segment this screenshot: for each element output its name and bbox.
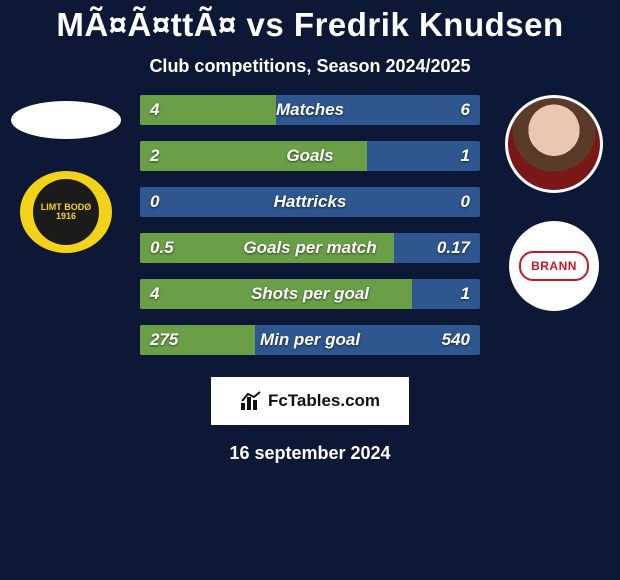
left-player-column: LIMT BODØ 1916: [6, 95, 126, 253]
stat-row: 2Goals1: [140, 141, 480, 171]
page-title: MÃ¤Ã¤ttÃ¤ vs Fredrik Knudsen: [0, 0, 620, 44]
source-badge-text: FcTables.com: [268, 391, 380, 411]
stat-right-value: 540: [442, 325, 470, 355]
stat-right-value: 6: [461, 95, 470, 125]
stat-row: 4Matches6: [140, 95, 480, 125]
left-club-badge: LIMT BODØ 1916: [20, 171, 112, 253]
stat-row: 4Shots per goal1: [140, 279, 480, 309]
comparison-bars: 4Matches6 2Goals1 0Hattricks0 0.5Goals per …: [140, 95, 480, 371]
stat-right-value: 1: [461, 279, 470, 309]
stat-label: Hattricks: [140, 187, 480, 217]
stat-right-value: 0: [461, 187, 470, 217]
stat-label: Min per goal: [140, 325, 480, 355]
stat-row: 275Min per goal540: [140, 325, 480, 355]
stat-right-value: 1: [461, 141, 470, 171]
comparison-panel: LIMT BODØ 1916 BRANN 4Matches6 2Goals1 0Ha…: [0, 95, 620, 555]
right-club-badge: BRANN: [509, 221, 599, 311]
left-club-label: LIMT BODØ 1916: [33, 179, 99, 245]
left-player-avatar: [11, 101, 121, 139]
right-player-column: BRANN: [494, 95, 614, 311]
stat-label: Goals per match: [140, 233, 480, 263]
stat-label: Goals: [140, 141, 480, 171]
page-subtitle: Club competitions, Season 2024/2025: [0, 56, 620, 77]
stat-label: Matches: [140, 95, 480, 125]
date-text: 16 september 2024: [0, 443, 620, 464]
right-player-avatar: [505, 95, 603, 193]
source-badge: FcTables.com: [211, 377, 409, 425]
stat-row: 0Hattricks0: [140, 187, 480, 217]
right-club-label: BRANN: [519, 251, 589, 281]
stat-label: Shots per goal: [140, 279, 480, 309]
stat-row: 0.5Goals per match0.17: [140, 233, 480, 263]
chart-icon: [240, 391, 262, 411]
stat-right-value: 0.17: [437, 233, 470, 263]
